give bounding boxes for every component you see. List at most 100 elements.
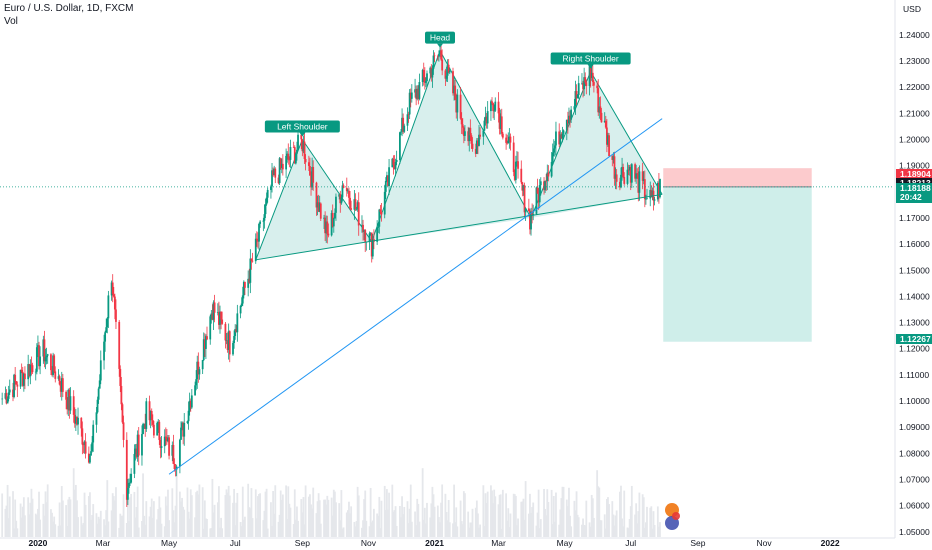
pattern-callouts: Left Shoulder Head Right Shoulder — [264, 31, 631, 137]
candle-body — [401, 117, 403, 132]
candle-body — [99, 360, 102, 381]
candle-body — [348, 190, 350, 198]
candle-body — [296, 149, 298, 154]
volume-bar — [368, 526, 371, 537]
candle-body — [569, 115, 571, 120]
candle-body — [258, 223, 260, 242]
volume-bar — [296, 506, 298, 537]
time-tick-label: 2021 — [425, 538, 444, 548]
uptrend-line[interactable] — [168, 118, 663, 475]
callout-box — [424, 31, 455, 44]
candle-body — [620, 174, 622, 188]
volume-bar — [39, 519, 41, 537]
candle-body — [559, 134, 562, 145]
candle-body — [265, 197, 268, 205]
candle-body — [38, 345, 40, 367]
volume-bar — [110, 510, 113, 537]
candle-body — [538, 185, 541, 203]
volume-bar — [371, 520, 374, 537]
volume-bar — [349, 513, 351, 537]
volume-bar — [338, 503, 341, 537]
volume-bar — [597, 486, 600, 537]
volume-bar — [440, 502, 442, 537]
volume-bar — [530, 512, 532, 537]
candle-body — [393, 164, 396, 170]
volume-bar — [66, 526, 69, 537]
candle-body — [150, 410, 153, 421]
volume-bar — [35, 514, 38, 537]
candle-body — [377, 226, 380, 228]
candle-body — [233, 336, 235, 344]
candle-body — [143, 423, 146, 425]
candle-body — [370, 232, 373, 257]
candle-body — [197, 361, 200, 375]
volume-bar — [499, 494, 502, 537]
volume-bar — [477, 513, 479, 537]
candle-body — [226, 340, 229, 350]
volume-bar — [621, 518, 623, 537]
candle-body — [402, 117, 405, 132]
volume-bar — [494, 496, 497, 537]
candle-body — [623, 176, 626, 184]
candle-body — [251, 260, 254, 262]
candle-body — [254, 238, 257, 262]
volume-bar — [115, 487, 117, 537]
volume-bar — [508, 527, 511, 537]
take-profit-zone[interactable] — [663, 186, 812, 342]
candle-body — [42, 339, 45, 357]
candle-body — [202, 339, 205, 361]
volume-bar — [239, 522, 242, 537]
volume-bar — [263, 510, 266, 537]
candle-body — [637, 173, 640, 193]
volume-bar — [517, 518, 519, 537]
volume-bar — [588, 522, 591, 537]
volume-bar — [280, 499, 283, 537]
candle-body — [287, 153, 290, 160]
volume-bar — [228, 495, 231, 537]
volume-bar — [507, 508, 510, 537]
volume-bar — [497, 504, 500, 537]
volume-bar — [103, 519, 105, 537]
candle-body — [438, 54, 440, 57]
candle-body — [425, 80, 427, 83]
candle-body — [118, 321, 121, 369]
volume-bar — [406, 501, 409, 537]
candle-body — [274, 168, 277, 178]
candle-body — [188, 400, 191, 411]
volume-bar — [189, 489, 192, 537]
candle-body — [445, 75, 448, 79]
volume-bar — [188, 518, 191, 537]
candle-body — [218, 312, 220, 325]
volume-bar — [258, 494, 260, 537]
candle-body — [65, 391, 68, 400]
neckline[interactable] — [255, 193, 663, 261]
volume-bar — [407, 523, 410, 537]
candle-body — [330, 212, 333, 236]
volume-bar — [484, 493, 487, 537]
candle-body — [454, 85, 457, 100]
candle-body — [461, 124, 464, 128]
volume-bar — [120, 515, 123, 537]
volume-bar — [560, 498, 563, 537]
candle-body — [629, 166, 632, 183]
volume-bar — [235, 502, 238, 537]
candle-body — [34, 371, 37, 373]
candle-body — [506, 142, 509, 144]
candle-body — [167, 437, 169, 442]
trend-lines[interactable] — [168, 118, 663, 475]
stop-loss-zone[interactable] — [663, 168, 812, 187]
candle-body — [531, 211, 534, 216]
candle-body — [220, 311, 222, 320]
candle-body — [345, 187, 348, 192]
candle-body — [14, 374, 17, 382]
volume-bar — [74, 484, 77, 537]
volume-bar — [303, 524, 306, 537]
candle-body — [244, 281, 246, 288]
short-position-tool[interactable] — [663, 168, 812, 342]
volume-bar — [623, 490, 626, 537]
volume-bar — [294, 519, 297, 537]
volume-bar — [552, 496, 555, 537]
volume-bar — [444, 493, 447, 537]
